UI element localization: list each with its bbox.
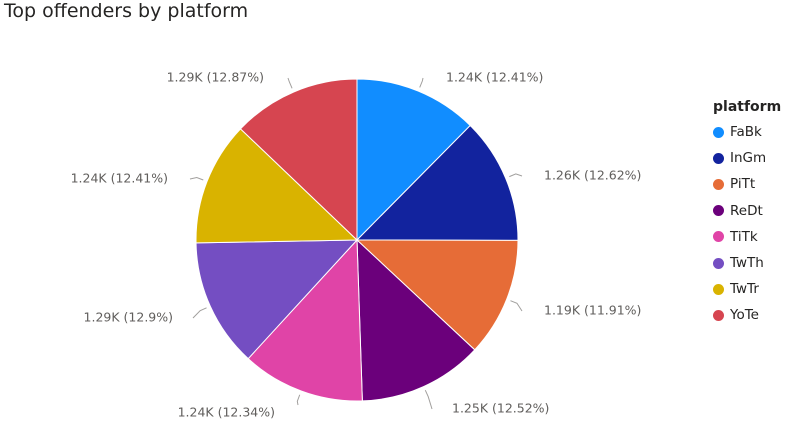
- data-label-yote: 1.29K (12.87%): [167, 70, 264, 85]
- legend-item-titk[interactable]: TiTk: [713, 224, 781, 250]
- legend-item-yote[interactable]: YoTe: [713, 302, 781, 328]
- legend-label: FaBk: [730, 124, 762, 141]
- legend-items: FaBk InGm PiTt ReDt TiTk TwTh TwTr YoTe: [713, 119, 781, 329]
- leader-line-titk: [296, 394, 301, 406]
- leader-line-fabk: [419, 77, 424, 88]
- pie-slice-yote[interactable]: [239, 78, 358, 242]
- leader-line-pitt: [510, 300, 523, 312]
- data-labels: 1.24K (12.41%) 1.26K (12.62%) 1.19K (11.91…: [71, 70, 642, 420]
- legend-title: platform: [713, 99, 782, 115]
- data-label-redt: 1.25K (12.52%): [452, 401, 549, 416]
- data-label-fabk: 1.24K (12.41%): [446, 70, 543, 85]
- legend: platform FaBk InGm PiTt ReDt TiTk TwTh TwTr YoT…: [713, 99, 781, 329]
- data-label-twtr: 1.24K (12.41%): [71, 171, 168, 186]
- legend-label: ReDt: [730, 202, 763, 219]
- pie-slice-fabk[interactable]: [356, 78, 471, 242]
- legend-item-fabk[interactable]: FaBk: [713, 119, 781, 145]
- leader-line-redt: [424, 389, 433, 410]
- pie-slice-twtr[interactable]: [195, 128, 359, 244]
- data-label-twth: 1.29K (12.9%): [84, 310, 173, 325]
- legend-marker-icon: [713, 205, 724, 217]
- pie-slice-redt[interactable]: [356, 238, 476, 402]
- leader-lines: [189, 77, 523, 410]
- legend-item-redt[interactable]: ReDt: [713, 198, 781, 224]
- legend-item-twtr[interactable]: TwTr: [713, 276, 781, 302]
- legend-item-pitt[interactable]: PiTt: [713, 171, 781, 197]
- legend-label: TiTk: [730, 228, 758, 245]
- pie-slices: [195, 78, 519, 402]
- data-label-pitt: 1.19K (11.91%): [544, 303, 641, 318]
- legend-label: TwTr: [730, 281, 759, 298]
- legend-marker-icon: [713, 309, 724, 321]
- pie-slice-titk[interactable]: [247, 238, 363, 402]
- legend-marker-icon: [713, 178, 724, 190]
- legend-item-twth[interactable]: TwTh: [713, 250, 781, 276]
- legend-marker-icon: [713, 126, 724, 138]
- leader-line-twtr: [189, 176, 204, 181]
- legend-marker-icon: [713, 257, 724, 269]
- pie-slice-twth[interactable]: [195, 239, 359, 360]
- leader-line-yote: [287, 77, 293, 89]
- leader-line-twth: [192, 307, 207, 319]
- legend-marker-icon: [713, 283, 724, 295]
- pie-slice-pitt[interactable]: [355, 239, 519, 351]
- legend-item-ingm[interactable]: InGm: [713, 145, 781, 171]
- chart-title: Top offenders by platform: [4, 0, 249, 22]
- legend-marker-icon: [713, 152, 724, 164]
- pie-slice-ingm[interactable]: [355, 124, 519, 241]
- legend-label: TwTh: [730, 255, 764, 272]
- data-label-titk: 1.24K (12.34%): [178, 405, 275, 420]
- legend-marker-icon: [713, 231, 724, 243]
- data-label-ingm: 1.26K (12.62%): [544, 168, 641, 183]
- legend-label: YoTe: [730, 307, 759, 324]
- leader-line-ingm: [509, 173, 523, 178]
- legend-label: PiTt: [730, 176, 756, 193]
- legend-label: InGm: [730, 150, 767, 167]
